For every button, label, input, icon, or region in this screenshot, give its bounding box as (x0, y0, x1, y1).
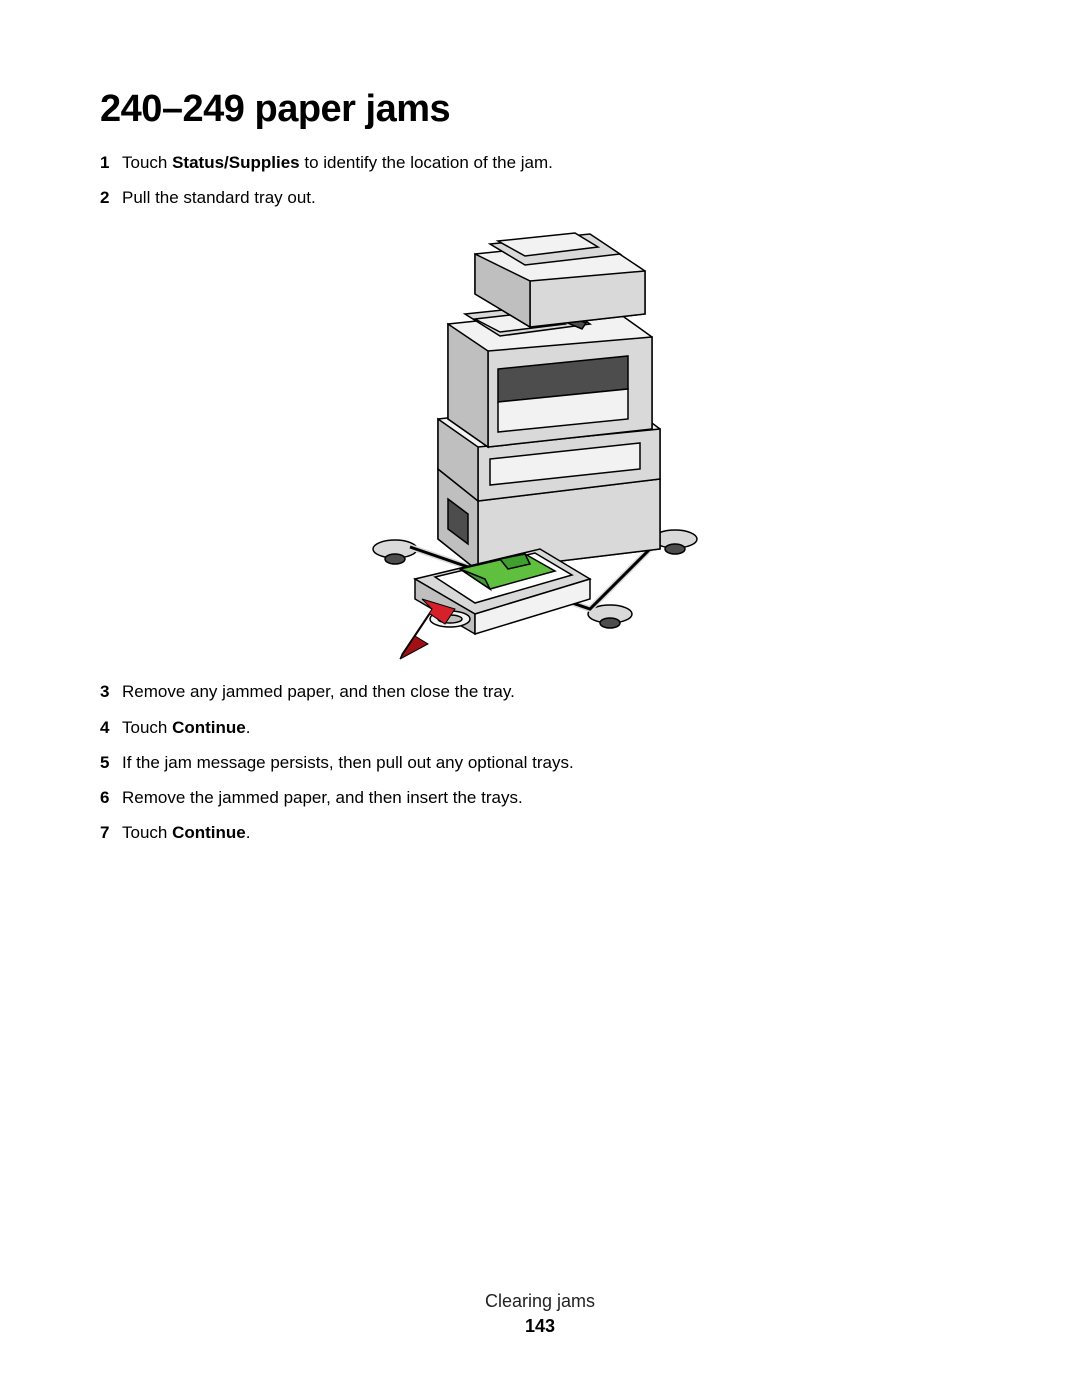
step-number: 1 (100, 149, 122, 176)
step-number: 5 (100, 749, 122, 776)
step-number: 2 (100, 184, 122, 211)
step-3: 3 Remove any jammed paper, and then clos… (100, 678, 980, 705)
step-number: 7 (100, 819, 122, 846)
step-post: . (246, 823, 251, 842)
printer-illustration (360, 219, 720, 664)
step-7: 7 Touch Continue. (100, 819, 980, 846)
step-number: 6 (100, 784, 122, 811)
footer-page-number: 143 (0, 1316, 1080, 1337)
step-text: If the jam message persists, then pull o… (122, 749, 980, 776)
step-5: 5 If the jam message persists, then pull… (100, 749, 980, 776)
page-heading: 240–249 paper jams (100, 88, 980, 131)
page-footer: Clearing jams 143 (0, 1291, 1080, 1337)
step-number: 3 (100, 678, 122, 705)
figure-container (100, 219, 980, 664)
step-pre: Touch (122, 823, 172, 842)
step-text: Remove any jammed paper, and then close … (122, 678, 980, 705)
step-text: Pull the standard tray out. (122, 184, 980, 211)
step-post: to identify the location of the jam. (300, 153, 553, 172)
step-post: . (246, 718, 251, 737)
step-pre: Remove any jammed paper, and then close … (122, 682, 515, 701)
step-text: Touch Continue. (122, 714, 980, 741)
step-pre: Touch (122, 153, 172, 172)
steps-list: 1 Touch Status/Supplies to identify the … (100, 149, 980, 211)
step-text: Remove the jammed paper, and then insert… (122, 784, 980, 811)
step-1: 1 Touch Status/Supplies to identify the … (100, 149, 980, 176)
steps-list-cont: 3 Remove any jammed paper, and then clos… (100, 678, 980, 846)
step-pre: Remove the jammed paper, and then insert… (122, 788, 523, 807)
step-4: 4 Touch Continue. (100, 714, 980, 741)
step-pre: If the jam message persists, then pull o… (122, 753, 574, 772)
step-bold: Status/Supplies (172, 153, 300, 172)
step-text: Touch Continue. (122, 819, 980, 846)
step-text: Touch Status/Supplies to identify the lo… (122, 149, 980, 176)
step-bold: Continue (172, 823, 246, 842)
footer-section: Clearing jams (0, 1291, 1080, 1312)
step-6: 6 Remove the jammed paper, and then inse… (100, 784, 980, 811)
step-bold: Continue (172, 718, 246, 737)
step-pre: Pull the standard tray out. (122, 188, 316, 207)
step-pre: Touch (122, 718, 172, 737)
step-number: 4 (100, 714, 122, 741)
step-2: 2 Pull the standard tray out. (100, 184, 980, 211)
